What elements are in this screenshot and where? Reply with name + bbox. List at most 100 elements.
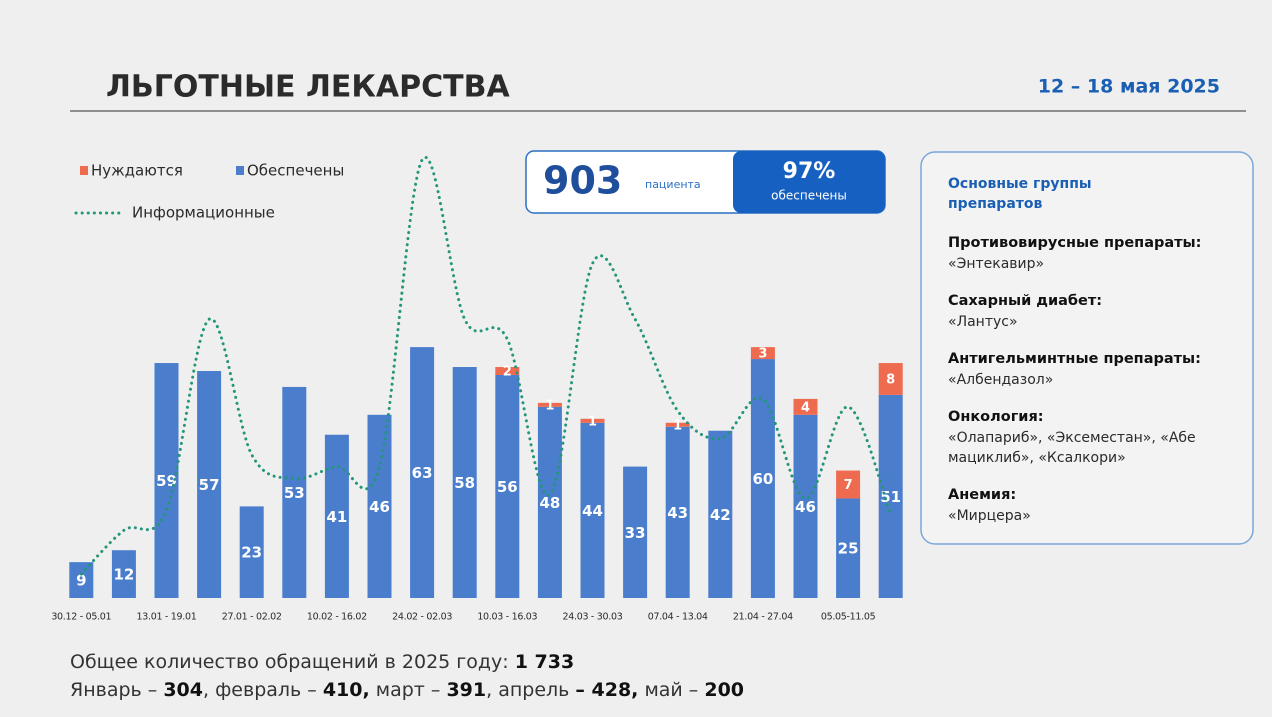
x-tick-label: 27.01 - 02.02	[222, 612, 282, 623]
x-tick-label: 10.03 - 16.03	[477, 612, 537, 623]
group-drugs: «Лантус»	[948, 314, 1018, 330]
value-label: 7	[844, 478, 853, 493]
bar-segment	[750, 347, 775, 360]
value-label: 53	[284, 484, 305, 502]
value-label: 57	[199, 476, 220, 494]
bar-segment	[836, 498, 861, 598]
panel-heading: Основные группы	[948, 176, 1092, 192]
value-label: 60	[752, 470, 773, 488]
share: 97%	[783, 159, 836, 184]
bar-segment	[580, 418, 605, 423]
value-label: 1	[673, 418, 682, 433]
legend-swatch	[236, 166, 244, 175]
share-label: обеспечены	[771, 189, 847, 203]
bar-segment	[836, 470, 861, 499]
value-label: 46	[795, 498, 816, 516]
footer-part: 391	[446, 679, 486, 701]
value-label: 1	[545, 398, 554, 413]
value-label: 41	[326, 508, 347, 526]
bar-segment	[793, 398, 818, 415]
value-label: 3	[758, 347, 767, 362]
group-title: Сахарный диабет:	[948, 293, 1102, 309]
legend-label: Обеспечены	[247, 162, 344, 180]
group-title: Анемия:	[948, 487, 1016, 503]
footer-part: 410,	[323, 679, 370, 701]
bar-segment	[69, 562, 94, 598]
value-label: 8	[886, 372, 895, 387]
x-tick-label: 30.12 - 05.01	[51, 612, 111, 623]
groups-panel	[920, 151, 1254, 545]
bar-segment	[410, 347, 435, 598]
value-label: 1	[588, 414, 597, 429]
summary-highlight	[733, 151, 885, 213]
bar-segment	[452, 367, 477, 598]
bar-segment	[495, 367, 520, 375]
footer-part: – 428,	[575, 679, 638, 701]
x-tick-label: 05.05-11.05	[821, 612, 876, 623]
group-drugs: мациклиб», «Ксалкори»	[948, 450, 1126, 466]
line-series	[79, 155, 893, 576]
value-label: 12	[113, 566, 134, 584]
bar-segment	[878, 394, 903, 598]
bar-segment	[197, 371, 222, 598]
footer-part: 200	[704, 679, 744, 701]
bar-segment	[878, 363, 903, 395]
patient-count: 903	[543, 159, 622, 203]
x-tick-label: 24.02 - 02.03	[392, 612, 452, 623]
panel-heading: препаратов	[948, 196, 1043, 212]
x-tick-label: 07.04 - 13.04	[648, 612, 708, 623]
group-drugs: «Олапариб», «Эксеместан», «Абе	[948, 430, 1196, 446]
footer-line: Январь – 304, февраль – 410, март – 391,…	[70, 679, 744, 701]
group-drugs: «Энтекавир»	[948, 256, 1044, 272]
group-title: Противовирусные препараты:	[948, 235, 1201, 251]
value-label: 9	[76, 572, 86, 590]
x-tick-label: 10.02 - 16.02	[307, 612, 367, 623]
bar-segment	[665, 426, 690, 598]
value-label: 59	[156, 472, 177, 490]
bar-segment	[793, 414, 818, 598]
group-title: Онкология:	[948, 409, 1044, 425]
footer-part: 1 733	[515, 651, 575, 673]
value-label: 51	[880, 488, 901, 506]
group-title: Антигельминтные препараты:	[948, 351, 1201, 367]
value-label: 33	[625, 524, 646, 542]
bar-segment	[537, 402, 562, 407]
value-label: 23	[241, 544, 262, 562]
footer-line: Общее количество обращений в 2025 году: …	[70, 651, 574, 673]
footer-part: май –	[638, 679, 704, 701]
group-drugs: «Мирцера»	[948, 508, 1031, 524]
bar-segment	[324, 434, 349, 598]
bar-segment	[537, 406, 562, 598]
bar-segment	[495, 374, 520, 598]
footer-part: , апрель	[486, 679, 575, 701]
value-label: 56	[497, 478, 518, 496]
x-tick-label: 21.04 - 27.04	[733, 612, 793, 623]
value-label: 42	[710, 506, 731, 524]
bar-segment	[367, 414, 392, 598]
groups-list: Основные группы препаратов Противовирусные…	[948, 176, 1201, 524]
value-label: 48	[539, 494, 560, 512]
bar-segment	[282, 386, 307, 598]
value-label: 58	[454, 474, 475, 492]
bar-segment	[708, 430, 733, 598]
date: 12 – 18 мая 2025	[1038, 76, 1220, 98]
bar-segment	[580, 422, 605, 598]
value-label: 25	[838, 540, 859, 558]
footer-part: Общее количество обращений в 2025 году:	[70, 651, 515, 673]
bar-segment	[111, 550, 136, 598]
value-label: 43	[667, 504, 688, 522]
value-label: 46	[369, 498, 390, 516]
x-tick-label: 13.01 - 19.01	[137, 612, 197, 623]
bar-segment	[623, 466, 648, 598]
footer-part: Январь –	[70, 679, 163, 701]
footer-part: март –	[370, 679, 447, 701]
value-label: 44	[582, 502, 603, 520]
group-drugs: «Албендазол»	[948, 372, 1053, 388]
value-label: 2	[503, 365, 512, 380]
bar-segment	[665, 422, 690, 427]
value-label: 4	[801, 400, 810, 415]
value-label: 63	[412, 464, 433, 482]
bar-segment	[239, 506, 264, 598]
